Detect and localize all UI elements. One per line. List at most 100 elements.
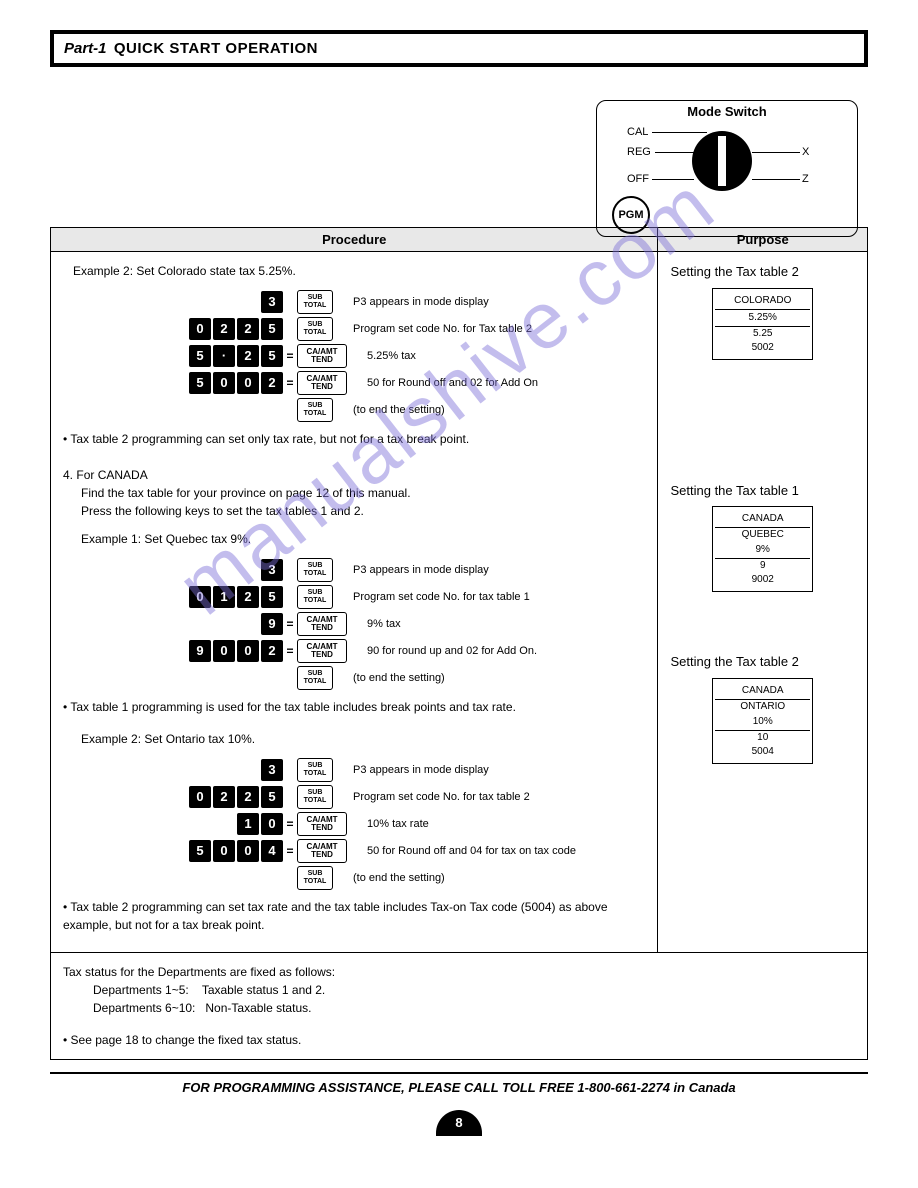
key-digit: 3	[261, 559, 283, 581]
mode-switch-diagram: Mode Switch CAL REG OFF X Z PGM	[596, 100, 858, 237]
ex2on-row-0: 3 SUBTOTAL P3 appears in mode display	[63, 758, 645, 782]
label-x: X	[802, 146, 809, 158]
key-digit: 5	[261, 586, 283, 608]
key-digit: 1	[213, 586, 235, 608]
key-function: SUBTOTAL	[297, 290, 333, 314]
key-function: SUBTOTAL	[297, 758, 333, 782]
key-digit: 2	[237, 786, 259, 808]
mode-switch-title: Mode Switch	[597, 104, 857, 119]
key-digit: 3	[261, 291, 283, 313]
r-on-h: CANADA	[715, 683, 810, 700]
key-function: CA/AMTTEND	[297, 344, 347, 368]
ex2co-desc-4: (to end the setting)	[353, 402, 445, 419]
canada-title: For CANADA	[76, 468, 147, 482]
key-function: SUBTOTAL	[297, 558, 333, 582]
r-co-2: 5.25	[715, 327, 810, 341]
receipt-qb: CANADA QUEBEC 9% 9 9002	[712, 506, 813, 592]
key-function: CA/AMTTEND	[297, 612, 347, 636]
key-digit: 9	[189, 640, 211, 662]
equals-sign: =	[283, 374, 297, 392]
ex1qb-desc-0: P3 appears in mode display	[353, 562, 489, 579]
key-digit: 2	[213, 318, 235, 340]
canada-l1: Find the tax table for your province on …	[81, 484, 411, 502]
purpose-on: Setting the Tax table 2	[670, 652, 855, 672]
ts-l3: Departments 6~10: Non-Taxable status.	[93, 999, 855, 1017]
ex1qb-row-4: SUBTOTAL(to end the setting)	[63, 666, 645, 690]
receipt-co: COLORADO 5.25% 5.25 5002	[712, 288, 813, 360]
equals-sign: =	[283, 347, 297, 365]
r-on-4: 5004	[715, 745, 810, 759]
ex1qb-row-3: 9002=CA/AMTTEND90 for round up and 02 fo…	[63, 639, 645, 663]
key-digit: 5	[189, 372, 211, 394]
ex1-qb-title: Example 1: Set Quebec tax 9%.	[81, 530, 645, 548]
key-function: SUBTOTAL	[297, 398, 333, 422]
ex2on-row-1: 0225SUBTOTALProgram set code No. for tax…	[63, 785, 645, 809]
key-digit: 5	[189, 840, 211, 862]
key-function: SUBTOTAL	[297, 785, 333, 809]
key-digit: 0	[189, 586, 211, 608]
header-title: QUICK START OPERATION	[114, 40, 318, 57]
key-function: CA/AMTTEND	[297, 371, 347, 395]
key-function: SUBTOTAL	[297, 585, 333, 609]
footer-text: FOR PROGRAMMING ASSISTANCE, PLEASE CALL …	[50, 1072, 868, 1095]
ts-l4: • See page 18 to change the fixed tax st…	[63, 1031, 855, 1049]
main-table: Procedure Purpose Example 2: Set Colorad…	[50, 227, 868, 1060]
ex1qb-row-1: 0125SUBTOTALProgram set code No. for tax…	[63, 585, 645, 609]
key-digit: 3	[261, 759, 283, 781]
r-qb-4: 9002	[715, 573, 810, 587]
key-digit: 0	[213, 372, 235, 394]
ex2co-desc-1: Program set code No. for Tax table 2	[353, 321, 532, 338]
key-digit: 2	[237, 586, 259, 608]
key-digit: 0	[237, 640, 259, 662]
key-digit: 5	[261, 345, 283, 367]
key-digit: 9	[261, 613, 283, 635]
ex2co-desc-3: 50 for Round off and 02 for Add On	[367, 375, 538, 392]
ts-l2: Departments 1~5: Taxable status 1 and 2.	[93, 981, 855, 999]
ex2on-row-2: 10=CA/AMTTEND10% tax rate	[63, 812, 645, 836]
key-digit: 2	[213, 786, 235, 808]
ex2co-row-2: 5·25=CA/AMTTEND5.25% tax	[63, 344, 645, 368]
key-digit: 5	[261, 318, 283, 340]
ex2-on-title: Example 2: Set Ontario tax 10%.	[81, 730, 645, 748]
key-digit: 2	[237, 318, 259, 340]
page: Part-1 QUICK START OPERATION Mode Switch…	[0, 0, 918, 1188]
ex1qb-desc-3: 90 for round up and 02 for Add On.	[367, 643, 537, 660]
tax-status-cell: Tax status for the Departments are fixed…	[51, 953, 868, 1060]
ex2-co-title: Example 2: Set Colorado state tax 5.25%.	[73, 262, 645, 280]
ex2-co-note: • Tax table 2 programming can set only t…	[63, 430, 645, 448]
ex2co-row-4: SUBTOTAL (to end the setting)	[63, 398, 645, 422]
ex2on-desc-4: (to end the setting)	[353, 870, 445, 887]
r-co-3: 5002	[715, 341, 810, 355]
label-cal: CAL	[627, 126, 648, 138]
receipt-on: CANADA ONTARIO 10% 10 5004	[712, 678, 813, 764]
ex2on-row-4: SUBTOTAL (to end the setting)	[63, 866, 645, 890]
canada-num: 4.	[63, 468, 73, 482]
canada-l2: Press the following keys to set the tax …	[81, 502, 364, 520]
key-digit: 0	[213, 640, 235, 662]
key-digit: 2	[261, 640, 283, 662]
equals-sign: =	[283, 615, 297, 633]
r-on-1: ONTARIO	[715, 700, 810, 714]
r-qb-h: CANADA	[715, 511, 810, 528]
r-on-2: 10%	[715, 714, 810, 731]
ex2co-row-1: 0225SUBTOTALProgram set code No. for Tax…	[63, 317, 645, 341]
key-digit: 5	[261, 786, 283, 808]
label-pgm: PGM	[612, 196, 650, 234]
ex2co-desc-2: 5.25% tax	[367, 348, 416, 365]
purpose-co: Setting the Tax table 2	[670, 262, 855, 282]
ex2on-row-3: 5004=CA/AMTTEND50 for Round off and 04 f…	[63, 839, 645, 863]
key-digit: 0	[213, 840, 235, 862]
key-digit: 1	[237, 813, 259, 835]
ex2on-desc-2: 10% tax rate	[367, 816, 429, 833]
key-digit: 0	[261, 813, 283, 835]
r-co-h: COLORADO	[715, 293, 810, 310]
ex2on-desc-3: 50 for Round off and 04 for tax on tax c…	[367, 843, 576, 860]
key-digit: 2	[261, 372, 283, 394]
key-function: CA/AMTTEND	[297, 812, 347, 836]
key-digit: 0	[237, 372, 259, 394]
ex1-qb-note: • Tax table 1 programming is used for th…	[63, 698, 645, 716]
key-function: SUBTOTAL	[297, 866, 333, 890]
ex2co-row-0: 3SUBTOTALP3 appears in mode display	[63, 290, 645, 314]
ex2on-desc-0: P3 appears in mode display	[353, 762, 489, 779]
key-digit: ·	[213, 345, 235, 367]
